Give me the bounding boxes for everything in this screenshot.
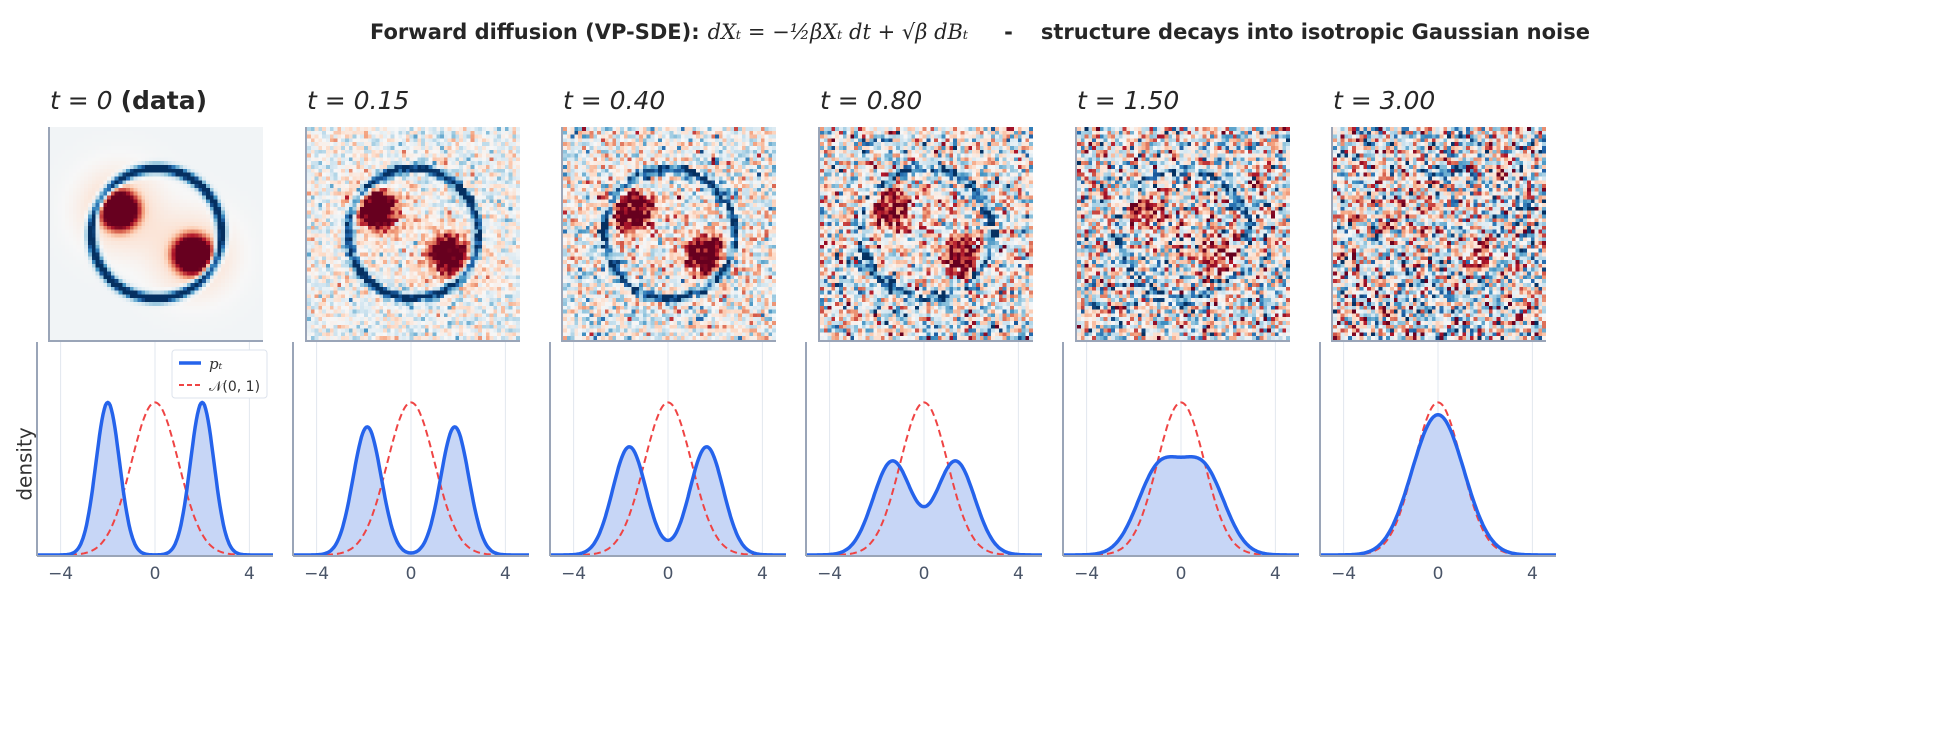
p-t-fill-area [550, 446, 786, 555]
p-t-density-line [1319, 413, 1557, 557]
x-tick-label: 0 [406, 564, 417, 584]
panel-time-label: t = 0.15 [307, 86, 410, 115]
density-plot: −4 0 4 pₜ 𝒩(0, 1) [36, 342, 274, 584]
x-tick-label: −4 [561, 564, 586, 584]
heatmap-image [48, 127, 263, 342]
panel-title: t = 3.00 [1333, 86, 1435, 115]
x-tick-label: 0 [150, 564, 161, 584]
p-t-fill-area [37, 402, 273, 555]
y-axis-label: density [12, 427, 37, 501]
panel-title: t = 0 (data) [50, 86, 207, 115]
p-t-density-line [805, 459, 1043, 557]
panel-title: t = 0.15 [307, 86, 409, 115]
p-t-fill-area [293, 426, 529, 555]
density-plot: −4 0 4 [1319, 342, 1557, 584]
reference-normal-line [37, 401, 273, 556]
p-t-density-line [549, 445, 787, 557]
x-tick-label: −4 [1074, 564, 1099, 584]
x-tick-label: 4 [1527, 564, 1538, 584]
title-prefix: Forward diffusion (VP-SDE): [370, 20, 700, 44]
p-t-fill-area [1320, 414, 1556, 555]
panel-title: t = 0.80 [820, 86, 922, 115]
x-tick-label: −4 [304, 564, 329, 584]
p-t-density-line [36, 400, 274, 557]
reference-normal-line [550, 401, 786, 556]
x-tick-label: 0 [663, 564, 674, 584]
x-tick-label: −4 [48, 564, 73, 584]
legend-p-t-label: pₜ [209, 355, 223, 373]
density-plot: −4 0 4 [292, 342, 530, 584]
title-suffix: structure decays into isotropic Gaussian… [1040, 20, 1590, 44]
x-tick-label: 4 [1013, 564, 1024, 584]
reference-normal-line [293, 401, 529, 556]
title-equation: dXₜ = −½βXₜ dt + √β dBₜ [707, 20, 969, 44]
x-tick-label: 4 [500, 564, 511, 584]
panel-title-suffix: (data) [120, 86, 208, 115]
panel-time-label: t = 0 [50, 86, 113, 115]
panel-time-label: t = 3.00 [1333, 86, 1436, 115]
density-plot: −4 0 4 [805, 342, 1043, 584]
title-separator: - [1004, 20, 1013, 44]
panel-title: t = 0.40 [563, 86, 665, 115]
panel-time-label: t = 0.80 [820, 86, 923, 115]
reference-normal-line [1063, 401, 1299, 556]
panel-title: t = 1.50 [1077, 86, 1179, 115]
x-tick-label: 4 [1270, 564, 1281, 584]
legend-normal-label: 𝒩(0, 1) [209, 379, 260, 395]
panel-time-label: t = 1.50 [1077, 86, 1180, 115]
reference-normal-line [806, 401, 1042, 556]
p-t-density-line [1062, 455, 1300, 557]
density-plot: −4 0 4 [1062, 342, 1300, 584]
x-tick-label: −4 [1331, 564, 1356, 584]
heatmap-image [305, 127, 520, 342]
figure-title: Forward diffusion (VP-SDE): dXₜ = −½βXₜ d… [0, 20, 1960, 44]
x-tick-label: 0 [1176, 564, 1187, 584]
heatmap-image [818, 127, 1033, 342]
x-tick-label: 0 [919, 564, 930, 584]
panel-time-label: t = 0.40 [563, 86, 666, 115]
x-tick-label: 4 [757, 564, 768, 584]
density-plot: −4 0 4 [549, 342, 787, 584]
x-tick-label: 0 [1433, 564, 1444, 584]
heatmap-image [1331, 127, 1546, 342]
x-tick-label: 4 [244, 564, 255, 584]
heatmap-image [1075, 127, 1290, 342]
x-tick-label: −4 [817, 564, 842, 584]
p-t-fill-area [1063, 456, 1299, 555]
heatmap-image [561, 127, 776, 342]
p-t-density-line [292, 425, 530, 557]
